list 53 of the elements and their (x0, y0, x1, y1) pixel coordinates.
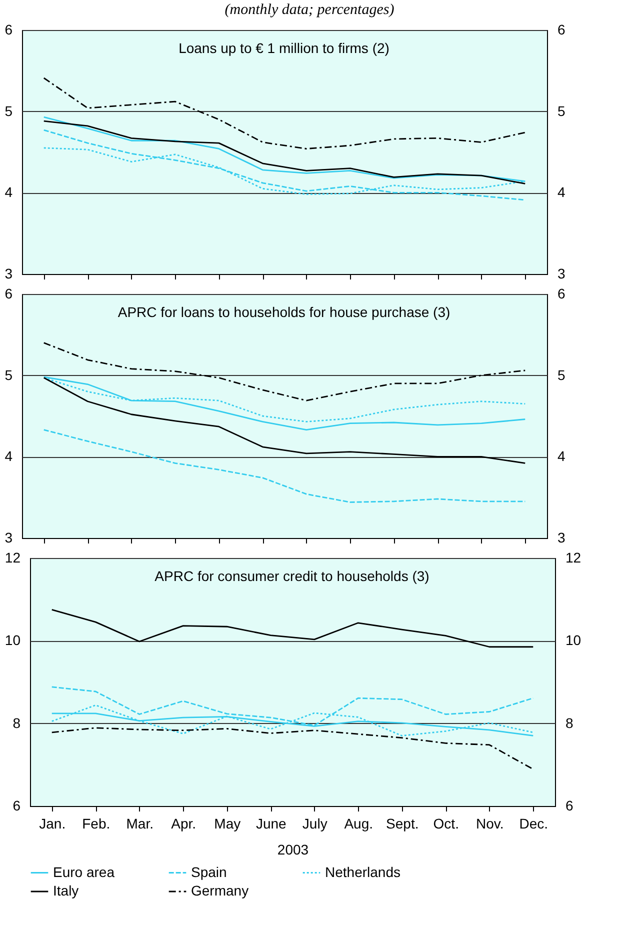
y-tick-label: 5 (4, 102, 13, 119)
y2-tick-label: 4 (558, 448, 566, 464)
y2-tick-label: 3 (558, 266, 566, 282)
y-tick-label: 3 (4, 266, 13, 282)
y2-tick-label: 6 (566, 798, 574, 814)
y-tick-label: 10 (4, 632, 21, 648)
line-series (51, 727, 534, 770)
x-tick-label: Dec. (519, 816, 548, 832)
y-tick-label: 3 (4, 530, 13, 546)
x-tick-label: Aug. (344, 816, 374, 832)
text: (monthly data; percentages) (224, 1, 396, 20)
text: APRC for consumer credit to households (3) (154, 568, 430, 584)
x-tick-label: Feb. (82, 816, 110, 832)
y2-tick-label: 10 (566, 632, 582, 648)
legend-label: Euro area (53, 864, 115, 880)
y-tick-label: 5 (4, 366, 13, 383)
x-tick-label: May (214, 816, 241, 832)
y2-tick-label: 3 (558, 530, 566, 546)
line-series (51, 608, 534, 648)
line-series (43, 377, 526, 464)
text: Loans up to € 1 million to firms (2) (178, 40, 390, 56)
line-series (43, 342, 526, 402)
y2-tick-label: 4 (558, 184, 566, 200)
y-tick-label: 6 (4, 22, 13, 38)
line-series (43, 429, 526, 503)
line-series (43, 77, 526, 150)
x-tick-label: Oct. (433, 816, 459, 832)
y2-tick-label: 8 (566, 714, 574, 731)
legend-label: Germany (191, 882, 249, 898)
x-tick-label: Sept. (386, 816, 419, 832)
x-tick-label: June (256, 816, 287, 832)
text: APRC for loans to households for house purchase (3) (118, 304, 450, 320)
legend-label: Netherlands (325, 864, 400, 880)
y-tick-label: 8 (12, 714, 21, 731)
y-tick-label: 6 (4, 286, 13, 302)
x-tick-label: Jan. (39, 816, 66, 832)
legend-label: Spain (191, 864, 227, 880)
y-tick-label: 4 (4, 448, 13, 464)
x-tick-label: Mar. (126, 816, 154, 832)
y2-tick-label: 5 (558, 102, 566, 119)
x-axis-title: 2003 (277, 842, 309, 858)
x-tick-label: Apr. (171, 816, 196, 832)
y2-tick-label: 6 (558, 286, 566, 302)
x-tick-label: Nov. (476, 816, 504, 832)
y-tick-label: 12 (4, 550, 21, 566)
y2-tick-label: 5 (558, 366, 566, 383)
y-tick-label: 4 (4, 184, 13, 200)
x-tick-label: July (302, 816, 328, 832)
line-series (43, 129, 526, 201)
legend-label: Italy (53, 882, 79, 898)
y2-tick-label: 12 (566, 550, 582, 566)
y-tick-label: 6 (12, 798, 21, 814)
y2-tick-label: 6 (558, 22, 566, 38)
